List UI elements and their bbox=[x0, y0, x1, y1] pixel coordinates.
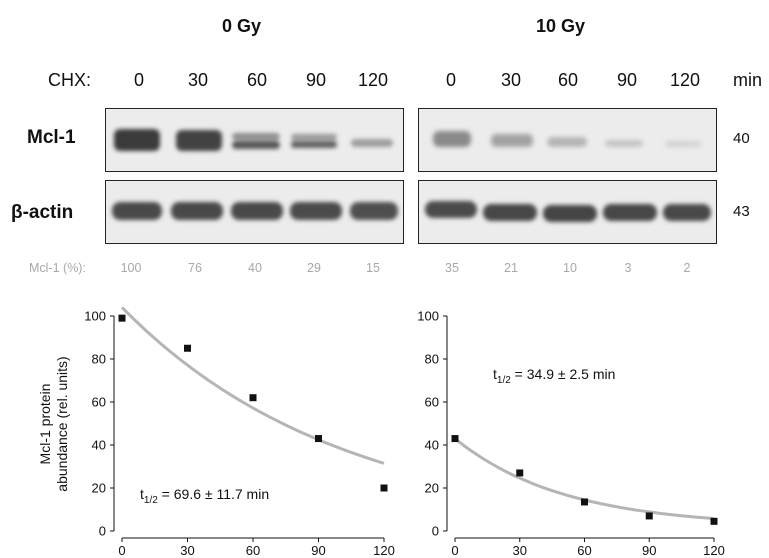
mcl1-blot-10gy-image bbox=[433, 131, 701, 147]
data-point bbox=[380, 484, 388, 492]
actin-blot-0gy bbox=[105, 180, 404, 244]
mcl1-percent-value: 21 bbox=[504, 261, 518, 275]
mcl1-percent-value: 76 bbox=[188, 261, 202, 275]
time-unit-label: min bbox=[733, 70, 763, 90]
lane-label: 30 bbox=[187, 70, 209, 90]
mcl1-percent-value: 3 bbox=[624, 261, 632, 275]
actin-blot-0gy-image bbox=[112, 202, 398, 220]
y-tick-label: 40 bbox=[92, 438, 106, 453]
x-tick-label: 30 bbox=[180, 543, 194, 558]
y-tick-label: 20 bbox=[425, 481, 439, 496]
x-tick-label: 90 bbox=[642, 543, 656, 558]
mcl1-label: Mcl-1 bbox=[27, 127, 76, 148]
lane-label: 90 bbox=[616, 70, 638, 90]
mcl1-percent-value: 2 bbox=[683, 261, 691, 275]
x-tick-label: 120 bbox=[373, 543, 395, 558]
data-point bbox=[710, 517, 718, 525]
y-axis-label: Mcl-1 proteinabundance (rel. units) bbox=[37, 356, 70, 491]
data-point bbox=[516, 469, 524, 477]
x-tick-label: 120 bbox=[703, 543, 725, 558]
lane-label: 120 bbox=[669, 70, 701, 90]
x-tick-label: 60 bbox=[577, 543, 591, 558]
y-tick-label: 0 bbox=[432, 524, 439, 539]
mcl1-percent-value: 100 bbox=[120, 261, 142, 275]
data-point bbox=[315, 435, 322, 443]
lane-label: 30 bbox=[500, 70, 522, 90]
x-tick-label: 0 bbox=[451, 543, 458, 558]
condition-0gy: 0 Gy bbox=[222, 16, 262, 36]
y-tick-label: 40 bbox=[425, 438, 439, 453]
x-tick-label: 30 bbox=[513, 543, 527, 558]
mcl1-mw: 40 bbox=[733, 130, 750, 147]
lane-label: 0 bbox=[445, 70, 456, 90]
fit-curve bbox=[454, 437, 715, 521]
mcl1-blot-10gy bbox=[418, 108, 717, 172]
actin-blot-10gy bbox=[418, 180, 717, 244]
y-tick-label: 100 bbox=[417, 309, 439, 324]
y-tick-label: 60 bbox=[425, 395, 439, 410]
chx-label: CHX: bbox=[48, 70, 92, 90]
fit-curve bbox=[120, 306, 385, 465]
data-point bbox=[645, 512, 653, 520]
actin-label: β-actin bbox=[11, 202, 74, 223]
mcl1-blot-0gy bbox=[105, 108, 404, 172]
lane-label: 60 bbox=[246, 70, 268, 90]
condition-10gy: 10 Gy bbox=[536, 16, 586, 36]
y-tick-label: 80 bbox=[425, 352, 439, 367]
lane-label: 120 bbox=[357, 70, 389, 90]
half-life-annotation: t1/2 = 34.9 ± 2.5 min bbox=[493, 366, 615, 386]
data-point bbox=[581, 498, 588, 506]
actin-mw: 43 bbox=[733, 203, 750, 220]
lane-label: 60 bbox=[557, 70, 579, 90]
x-tick-label: 90 bbox=[311, 543, 325, 558]
mcl1-percent-value: 10 bbox=[563, 261, 577, 275]
y-tick-label: 60 bbox=[92, 395, 106, 410]
mcl1-percent-value: 35 bbox=[445, 261, 459, 275]
data-point bbox=[451, 435, 459, 443]
y-tick-label: 20 bbox=[92, 481, 106, 496]
mcl1-percent-value: 29 bbox=[307, 261, 321, 275]
mcl1-percent-label: Mcl-1 (%): bbox=[29, 261, 86, 275]
actin-blot-10gy-image bbox=[425, 201, 711, 222]
mcl1-blot-0gy-image bbox=[114, 129, 393, 151]
data-point bbox=[184, 344, 191, 352]
data-point bbox=[118, 314, 126, 322]
x-tick-label: 0 bbox=[118, 543, 125, 558]
lane-label: 0 bbox=[133, 70, 144, 90]
mcl1-percent-value: 40 bbox=[248, 261, 262, 275]
x-tick-label: 60 bbox=[246, 543, 260, 558]
half-life-annotation: t1/2 = 69.6 ± 11.7 min bbox=[140, 486, 269, 506]
y-tick-label: 80 bbox=[92, 352, 106, 367]
data-point bbox=[249, 394, 257, 402]
y-tick-label: 100 bbox=[84, 309, 106, 324]
y-tick-label: 0 bbox=[99, 524, 106, 539]
lane-label: 90 bbox=[305, 70, 327, 90]
mcl1-percent-value: 15 bbox=[366, 261, 380, 275]
